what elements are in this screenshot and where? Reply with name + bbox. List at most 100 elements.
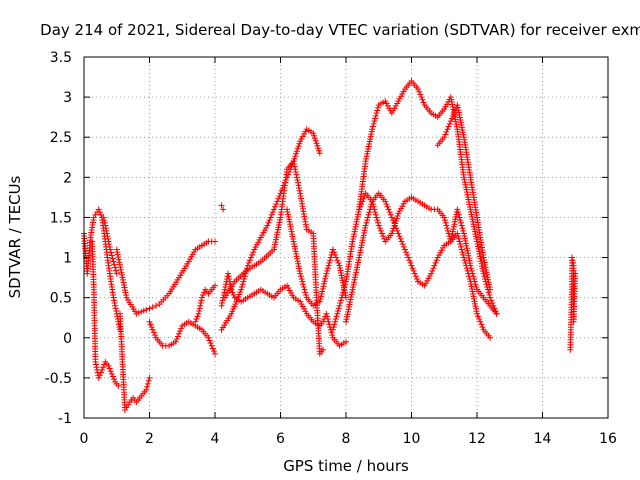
data-point [192, 318, 199, 325]
data-point [144, 380, 151, 387]
data-point [374, 107, 381, 114]
data-point [218, 302, 225, 309]
data-point [173, 336, 180, 343]
data-point [408, 262, 415, 269]
data-point [101, 361, 108, 368]
data-point [302, 289, 309, 296]
data-point [357, 203, 364, 210]
data-point [118, 271, 125, 278]
data-point [413, 275, 420, 282]
data-point [340, 286, 347, 293]
data-point [208, 342, 215, 349]
data-point [116, 261, 123, 268]
data-point [335, 259, 342, 266]
data-point [316, 298, 323, 305]
data-point [120, 279, 127, 286]
data-point [572, 270, 579, 277]
data-point [442, 131, 449, 138]
x-tick-label: 4 [211, 431, 220, 447]
data-point [297, 270, 304, 277]
data-point [447, 118, 454, 125]
data-point [332, 316, 339, 323]
data-point [99, 366, 106, 373]
data-point [102, 225, 109, 232]
data-point [238, 283, 245, 290]
data-point [212, 238, 218, 245]
data-point [487, 334, 494, 341]
data-point [320, 280, 327, 287]
x-axis-label: GPS time / hours [283, 457, 409, 475]
data-point [122, 287, 129, 294]
data-point [111, 300, 118, 307]
data-point [311, 132, 318, 139]
data-point [369, 123, 376, 130]
data-point [97, 369, 104, 376]
x-tick-label: 6 [276, 431, 285, 447]
data-point [175, 330, 182, 337]
data-point [241, 275, 248, 282]
data-point [337, 300, 344, 307]
data-point [470, 273, 477, 280]
data-point [120, 282, 127, 288]
data-point [272, 203, 279, 210]
data-point [379, 230, 386, 237]
data-point [359, 198, 366, 205]
data-point [322, 273, 329, 280]
data-point [318, 291, 325, 298]
data-point [104, 233, 111, 240]
data-point [375, 222, 382, 229]
data-point [92, 358, 99, 365]
data-point [105, 238, 112, 245]
data-point [443, 222, 450, 229]
data-point [339, 291, 346, 298]
data-point [341, 283, 348, 290]
data-point [310, 130, 317, 137]
data-point [455, 233, 462, 240]
data-point [270, 206, 277, 213]
data-point [395, 230, 402, 237]
data-point [199, 291, 206, 298]
data-point [112, 264, 119, 271]
data-point [338, 294, 345, 301]
data-point [570, 259, 577, 266]
data-point [299, 278, 306, 285]
y-tick-label: 1.5 [50, 210, 72, 226]
data-point [406, 257, 413, 264]
data-point [221, 289, 228, 296]
data-point [448, 115, 455, 122]
data-point [100, 214, 107, 221]
data-point [274, 198, 281, 205]
data-point [147, 321, 154, 328]
data-point [410, 267, 417, 274]
data-point [315, 145, 322, 152]
data-point [116, 259, 123, 266]
data-point [399, 241, 406, 248]
data-point [468, 265, 475, 272]
data-point [113, 270, 120, 277]
data-point [301, 286, 308, 293]
data-point [291, 160, 298, 167]
data-point [390, 225, 397, 232]
data-point [446, 120, 453, 127]
data-point [451, 110, 458, 117]
data-point [115, 382, 122, 389]
data-point [332, 318, 339, 325]
data-point [381, 235, 388, 242]
data-point [356, 206, 363, 213]
data-point [108, 252, 115, 259]
y-tick-label: 2.5 [50, 130, 72, 146]
data-point [370, 203, 377, 210]
data-point [123, 292, 130, 299]
data-point [369, 126, 376, 133]
data-point [429, 267, 436, 274]
data-point [174, 333, 181, 340]
data-point [476, 316, 483, 323]
data-point [292, 153, 299, 160]
data-point [481, 273, 488, 280]
data-point [474, 310, 480, 317]
data-point [240, 278, 247, 285]
data-point [291, 155, 298, 162]
data-point [380, 233, 387, 240]
data-point [106, 241, 113, 248]
data-point [455, 235, 462, 242]
